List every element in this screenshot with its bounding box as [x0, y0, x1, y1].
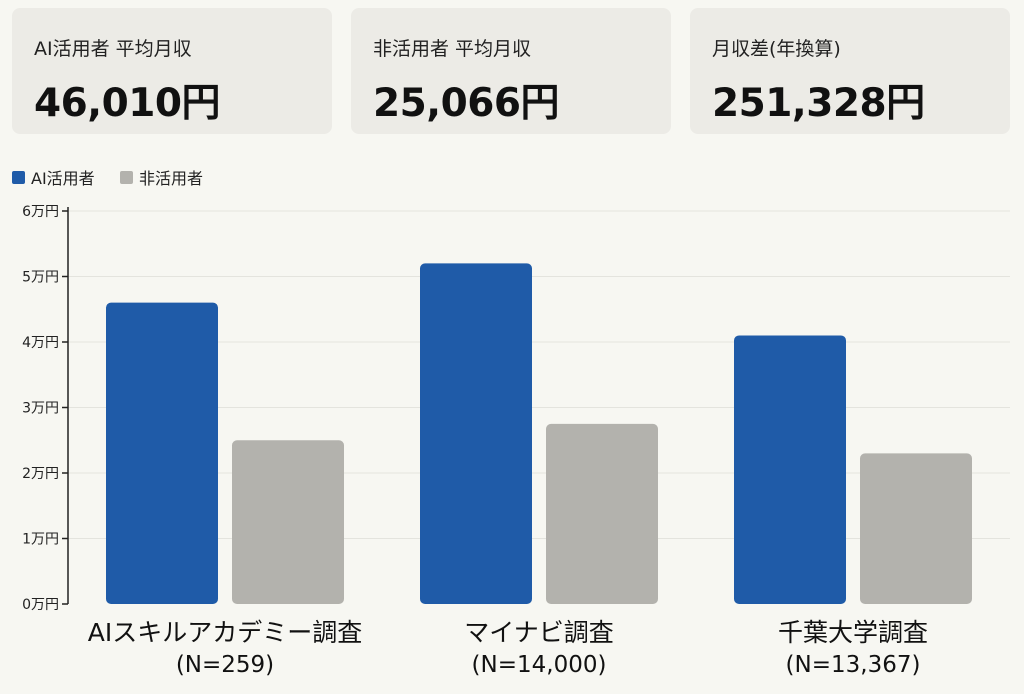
y-tick-label: 3万円: [22, 401, 59, 417]
x-category-label: AIスキルアカデミー調査: [88, 618, 362, 647]
card-label: 非活用者 平均月収: [373, 38, 532, 60]
y-tick-label: 0万円: [22, 597, 59, 613]
legend-label: AI活用者: [31, 169, 95, 188]
y-tick-label: 5万円: [22, 270, 59, 286]
x-category-sample-size: (N=259): [176, 652, 274, 678]
card-value: 46,010円: [34, 81, 221, 126]
y-tick-label: 1万円: [22, 532, 59, 548]
y-tick-label: 2万円: [22, 466, 59, 482]
income-gap-card: 月収差(年換算) 251,328円: [690, 8, 1010, 134]
x-category-label: マイナビ調査: [464, 618, 614, 647]
card-value: 25,066円: [373, 81, 560, 126]
summary-cards: AI活用者 平均月収 46,010円 非活用者 平均月収 25,066円 月収差…: [12, 8, 1012, 134]
card-label: AI活用者 平均月収: [34, 38, 192, 60]
bar-ai: [420, 263, 532, 604]
x-category-sample-size: (N=14,000): [472, 652, 607, 678]
bar-non-ai: [232, 440, 344, 604]
bar-ai: [734, 335, 846, 604]
x-category-sample-size: (N=13,367): [786, 652, 921, 678]
legend-label: 非活用者: [139, 169, 204, 188]
bar-non-ai: [546, 423, 658, 604]
y-tick-label: 4万円: [22, 335, 59, 351]
legend-swatch: [12, 170, 25, 184]
legend-item-non-ai: 非活用者: [120, 165, 203, 189]
bar-non-ai: [860, 453, 972, 604]
legend-item-ai: AI活用者: [12, 165, 95, 189]
y-tick-label: 6万円: [22, 204, 59, 220]
x-category-label: 千葉大学調査: [778, 618, 928, 647]
bar-chart: 0万円 1万円 2万円 3万円 4万円 5万円 6万円 AIスキルアカデミー調査 (N=259)…: [22, 204, 1010, 678]
card-label: 月収差(年換算): [712, 38, 841, 60]
non-ai-income-card: 非活用者 平均月収 25,066円: [351, 8, 671, 134]
bar-ai: [106, 302, 218, 604]
card-value: 251,328円: [712, 81, 925, 126]
legend-swatch: [120, 170, 133, 184]
ai-income-card: AI活用者 平均月収 46,010円: [12, 8, 332, 134]
